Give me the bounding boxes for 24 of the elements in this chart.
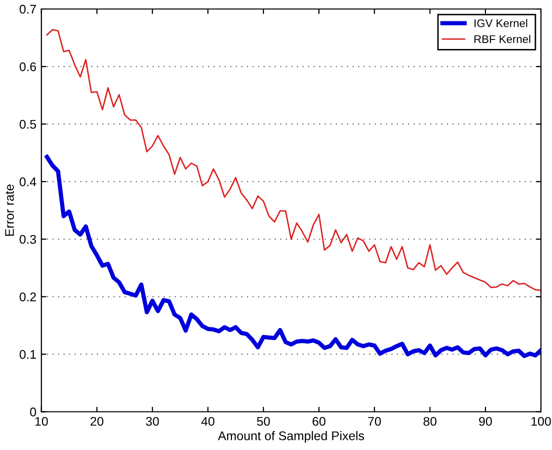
- x-tick-label: 100: [531, 416, 551, 426]
- x-tick-label: 60: [312, 416, 326, 426]
- x-tick-label: 30: [146, 416, 159, 426]
- y-tick-label: 0.7: [20, 4, 36, 14]
- y-tick-label: 0.3: [20, 234, 36, 244]
- legend-label: IGV Kernel: [474, 19, 528, 28]
- x-axis-title: Amount of Sampled Pixels: [218, 431, 364, 443]
- x-tick-label: 50: [256, 416, 270, 426]
- line-series: [46, 29, 541, 292]
- y-tick-label: 0.2: [20, 292, 36, 302]
- x-tick-label: 20: [90, 416, 104, 426]
- x-tick-label: 80: [424, 416, 436, 426]
- x-tick-label: 40: [201, 416, 214, 426]
- x-tick-label: 10: [35, 416, 48, 426]
- line-series: [44, 154, 541, 358]
- y-tick-label: 0: [30, 408, 36, 416]
- y-tick-label: 0.1: [20, 350, 36, 359]
- x-tick-label: 70: [368, 416, 381, 426]
- x-tick-label: 90: [479, 416, 492, 426]
- legend-label: RBF Kernel: [474, 34, 530, 44]
- y-tick-label: 0.4: [20, 177, 36, 186]
- y-axis-title: Error rate: [5, 184, 14, 236]
- y-tick-label: 0.5: [20, 120, 36, 129]
- y-tick-label: 0.6: [20, 62, 36, 72]
